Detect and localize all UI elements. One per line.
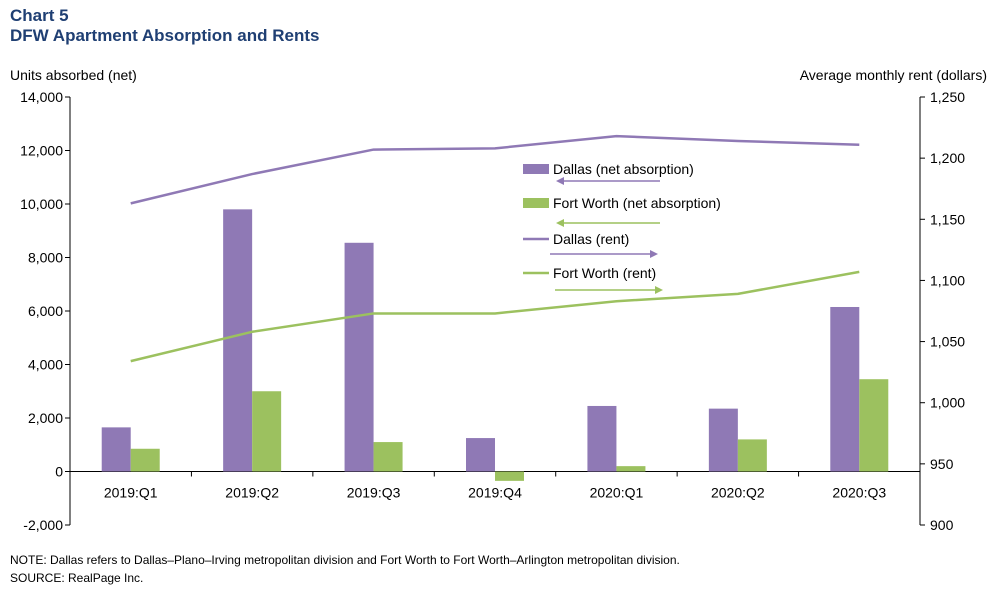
rent-lines (130, 134, 860, 363)
left-tick-label: 6,000 (28, 303, 63, 319)
left-tick-label: 4,000 (28, 357, 63, 373)
dallas-absorption-bar (466, 438, 495, 472)
fortworth-absorption-bar (130, 448, 160, 472)
dallas-rent-line (130, 134, 860, 205)
x-tick-label: 2019:Q2 (225, 485, 279, 501)
x-tick-label: 2020:Q1 (590, 485, 644, 501)
legend-dallas-absorption-label: Dallas (net absorption) (553, 161, 694, 177)
legend-dallas-absorption-swatch (523, 164, 549, 174)
x-tick-label: 2019:Q4 (468, 485, 522, 501)
legend-dallas-rent-label: Dallas (rent) (553, 231, 629, 247)
left-axis-title: Units absorbed (net) (10, 67, 137, 83)
fortworth-absorption-bar (252, 391, 282, 472)
note-text: NOTE: Dallas refers to Dallas–Plano–Irvi… (10, 553, 680, 567)
dallas-absorption-bar (708, 408, 738, 472)
legend: Dallas (net absorption) Fort Worth (net a… (523, 161, 721, 294)
chart-title: Chart 5 DFW Apartment Absorption and Ren… (10, 6, 319, 46)
fortworth-absorption-bar (859, 379, 889, 472)
legend-fortworth-absorption-label: Fort Worth (net absorption) (553, 195, 721, 211)
right-tick-label: 1,200 (930, 150, 965, 166)
dallas-absorption-bar (223, 209, 253, 472)
left-tick-label: -2,000 (23, 517, 63, 533)
chart-heading: DFW Apartment Absorption and Rents (10, 26, 320, 45)
right-axis-title: Average monthly rent (dollars) (800, 67, 987, 83)
right-tick-label: 1,150 (930, 211, 965, 227)
legend-fortworth-absorption-swatch (523, 198, 549, 208)
chart-notes: NOTE: Dallas refers to Dallas–Plano–Irvi… (10, 551, 680, 587)
fortworth-absorption-bar (373, 442, 403, 472)
left-tick-label: 8,000 (28, 250, 63, 266)
left-tick-label: 12,000 (20, 143, 63, 159)
right-tick-label: 950 (930, 456, 954, 472)
dallas-absorption-bar (830, 306, 860, 472)
fortworth-absorption-bar (616, 466, 646, 472)
fortworth-rent-line (130, 270, 860, 363)
fortworth-absorption-bar (737, 439, 767, 472)
x-tick-label: 2020:Q2 (711, 485, 765, 501)
axes: -2,000 0 2,000 4,000 6,000 8,000 10,000 12,000 1… (20, 89, 965, 533)
right-tick-label: 1,250 (930, 89, 965, 105)
dallas-absorption-bar (101, 427, 131, 472)
right-tick-label: 1,100 (930, 272, 965, 288)
dallas-absorption-bar (344, 242, 374, 472)
dallas-absorption-bar (587, 405, 617, 472)
right-tick-label: 1,050 (930, 334, 965, 350)
x-tick-label: 2019:Q3 (347, 485, 401, 501)
x-tick-label: 2019:Q1 (104, 485, 158, 501)
x-tick-label: 2020:Q3 (832, 485, 886, 501)
left-tick-label: 2,000 (28, 410, 63, 426)
fortworth-absorption-bar (495, 471, 524, 481)
right-tick-label: 900 (930, 517, 954, 533)
legend-fortworth-rent-label: Fort Worth (rent) (553, 265, 656, 281)
chart-number: Chart 5 (10, 6, 69, 25)
source-text: SOURCE: RealPage Inc. (10, 571, 144, 585)
left-tick-label: 0 (55, 464, 63, 480)
right-tick-label: 1,000 (930, 395, 965, 411)
left-tick-label: 14,000 (20, 89, 63, 105)
left-tick-label: 10,000 (20, 196, 63, 212)
bars (101, 209, 889, 481)
